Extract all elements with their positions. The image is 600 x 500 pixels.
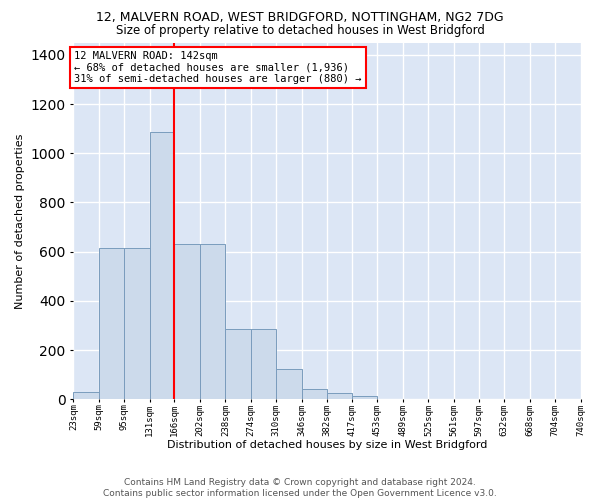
Bar [226,330,251,400]
Text: 12 MALVERN ROAD: 142sqm
← 68% of detached houses are smaller (1,936)
31% of semi: 12 MALVERN ROAD: 142sqm ← 68% of detache… [74,51,362,84]
Bar [251,330,277,400]
Bar [277,368,302,400]
Bar [352,396,377,400]
Bar [327,394,352,400]
Text: 12, MALVERN ROAD, WEST BRIDGFORD, NOTTINGHAM, NG2 7DG: 12, MALVERN ROAD, WEST BRIDGFORD, NOTTIN… [96,11,504,24]
Text: Contains HM Land Registry data © Crown copyright and database right 2024.
Contai: Contains HM Land Registry data © Crown c… [103,478,497,498]
Text: Size of property relative to detached houses in West Bridgford: Size of property relative to detached ho… [116,24,484,37]
Bar [150,132,175,400]
X-axis label: Distribution of detached houses by size in West Bridgford: Distribution of detached houses by size … [167,440,487,450]
Bar [175,244,200,400]
Y-axis label: Number of detached properties: Number of detached properties [15,134,25,308]
Bar [124,248,150,400]
Bar [99,248,124,400]
Bar [200,244,226,400]
Bar [302,389,327,400]
Bar [73,392,99,400]
